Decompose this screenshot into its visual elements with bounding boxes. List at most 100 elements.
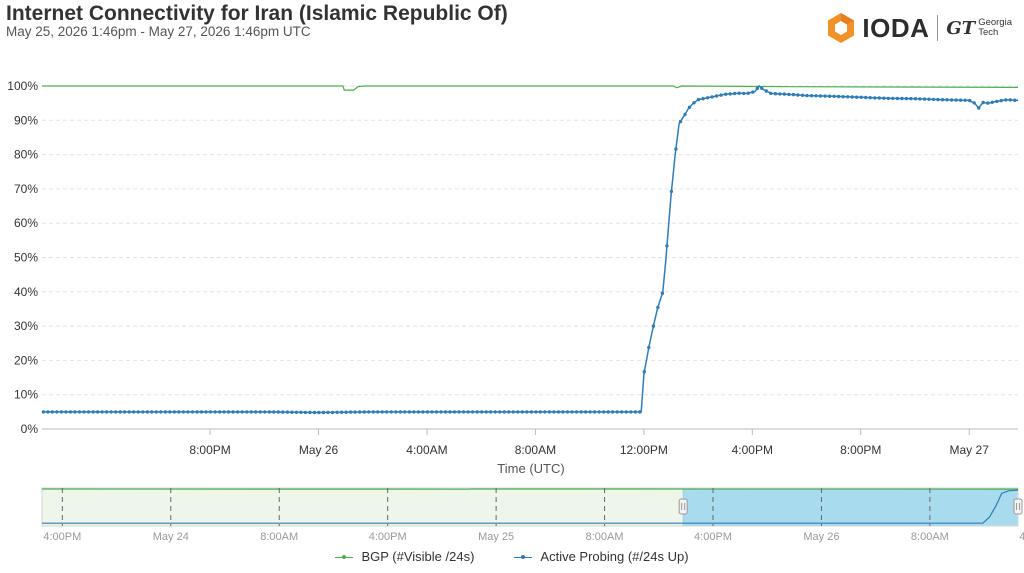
active-probing-point[interactable] [421, 410, 425, 414]
active-probing-point[interactable] [873, 96, 877, 100]
active-probing-point[interactable] [719, 93, 723, 97]
active-probing-point[interactable] [805, 93, 809, 98]
active-probing-point[interactable] [123, 410, 127, 414]
active-probing-point[interactable] [68, 410, 73, 414]
active-probing-point[interactable] [827, 94, 832, 98]
active-probing-point[interactable] [109, 410, 113, 414]
active-probing-point[interactable] [412, 410, 416, 414]
active-probing-point[interactable] [475, 410, 479, 414]
active-probing-point[interactable] [136, 410, 140, 414]
active-probing-point[interactable] [547, 410, 552, 414]
active-probing-point[interactable] [895, 96, 900, 101]
active-probing-point[interactable] [367, 410, 371, 414]
active-probing-point[interactable] [290, 410, 294, 414]
active-probing-point[interactable] [59, 410, 64, 414]
active-probing-point[interactable] [222, 410, 226, 414]
active-probing-point[interactable] [371, 410, 375, 414]
legend-item-bgp[interactable]: BGP (#Visible /24s) [335, 549, 474, 564]
active-probing-point[interactable] [665, 244, 669, 248]
active-probing-point[interactable] [841, 95, 845, 99]
active-probing-point[interactable] [267, 410, 271, 414]
active-probing-point[interactable] [742, 91, 746, 96]
active-probing-point[interactable] [597, 410, 601, 414]
active-probing-point[interactable] [922, 97, 927, 101]
active-probing-point[interactable] [692, 101, 696, 105]
active-probing-point[interactable] [855, 95, 859, 99]
active-probing-point[interactable] [443, 410, 448, 414]
active-probing-point[interactable] [602, 410, 606, 414]
active-probing-point[interactable] [452, 410, 457, 414]
active-probing-point[interactable] [986, 101, 990, 105]
active-probing-point[interactable] [886, 96, 890, 101]
active-probing-point[interactable] [430, 410, 434, 414]
active-probing-point[interactable] [705, 96, 710, 100]
active-probing-point[interactable] [949, 98, 954, 102]
active-probing-point[interactable] [439, 410, 443, 414]
main-chart[interactable]: 0% 10% 20% 30% 40% 50% 60% 70% 80% 90% 100% 8:00PM… [0, 0, 1024, 480]
active-probing-point[interactable] [195, 410, 199, 414]
active-probing-point[interactable] [285, 410, 290, 414]
active-probing-point[interactable] [258, 410, 262, 414]
active-probing-point[interactable] [660, 291, 665, 295]
active-probing-point[interactable] [344, 410, 348, 414]
active-probing-point[interactable] [150, 410, 154, 414]
active-probing-point[interactable] [64, 410, 68, 414]
active-probing-point[interactable] [385, 410, 389, 414]
active-probing-point[interactable] [534, 410, 538, 414]
active-probing-point[interactable] [303, 410, 308, 415]
active-probing-point[interactable] [543, 410, 547, 414]
active-probing-point[interactable] [480, 410, 484, 414]
active-probing-point[interactable] [448, 410, 452, 414]
active-probing-point[interactable] [294, 410, 299, 414]
active-probing-point[interactable] [714, 94, 719, 98]
active-probing-point[interactable] [669, 189, 674, 194]
active-probing-point[interactable] [254, 410, 258, 414]
active-probing-point[interactable] [773, 92, 778, 96]
active-probing-point[interactable] [972, 101, 976, 105]
active-probing-point[interactable] [520, 410, 524, 414]
active-probing-point[interactable] [145, 410, 149, 414]
active-probing-point[interactable] [226, 410, 231, 414]
active-probing-point[interactable] [339, 410, 344, 414]
active-probing-point[interactable] [583, 410, 588, 414]
active-probing-point[interactable] [764, 89, 768, 93]
active-probing-point[interactable] [592, 410, 597, 414]
active-probing-point[interactable] [348, 410, 353, 414]
active-probing-point[interactable] [77, 410, 82, 414]
active-probing-point[interactable] [281, 410, 285, 414]
active-probing-point[interactable] [936, 97, 940, 102]
active-probing-point[interactable] [823, 94, 827, 98]
active-probing-point[interactable] [958, 98, 963, 102]
active-probing-point[interactable] [507, 410, 511, 414]
active-probing-point[interactable] [556, 410, 561, 414]
active-probing-point[interactable] [746, 91, 750, 95]
active-probing-point[interactable] [186, 410, 190, 414]
active-probing-point[interactable] [100, 410, 104, 414]
active-probing-point[interactable] [177, 410, 181, 414]
active-probing-point[interactable] [326, 410, 330, 415]
active-probing-point[interactable] [611, 410, 615, 414]
active-probing-point[interactable] [782, 92, 787, 96]
active-probing-point[interactable] [41, 410, 46, 414]
active-probing-point[interactable] [398, 410, 402, 414]
active-probing-point[interactable] [95, 410, 100, 414]
active-probing-point[interactable] [624, 410, 628, 414]
active-probing-point[interactable] [217, 410, 222, 414]
active-probing-point[interactable] [728, 92, 732, 96]
active-probing-point[interactable] [606, 410, 610, 414]
active-probing-point[interactable] [204, 410, 208, 414]
active-probing-point[interactable] [86, 410, 91, 414]
active-probing-point[interactable] [927, 97, 931, 101]
range-navigator[interactable]: 4:00PM May 24 8:00AM 4:00PM May 25 8:00AM 4:00… [0, 484, 1024, 544]
active-probing-point[interactable] [687, 105, 692, 110]
active-probing-point[interactable] [529, 410, 534, 414]
active-probing-point[interactable] [466, 410, 470, 414]
active-probing-point[interactable] [633, 410, 637, 414]
active-probing-point[interactable] [1004, 98, 1008, 102]
active-probing-point[interactable] [245, 410, 249, 414]
active-probing-point[interactable] [493, 410, 497, 414]
active-probing-point[interactable] [525, 410, 529, 414]
navigator-left-handle-icon[interactable] [678, 498, 688, 515]
active-probing-point[interactable] [416, 410, 421, 414]
active-probing-point[interactable] [724, 92, 728, 96]
